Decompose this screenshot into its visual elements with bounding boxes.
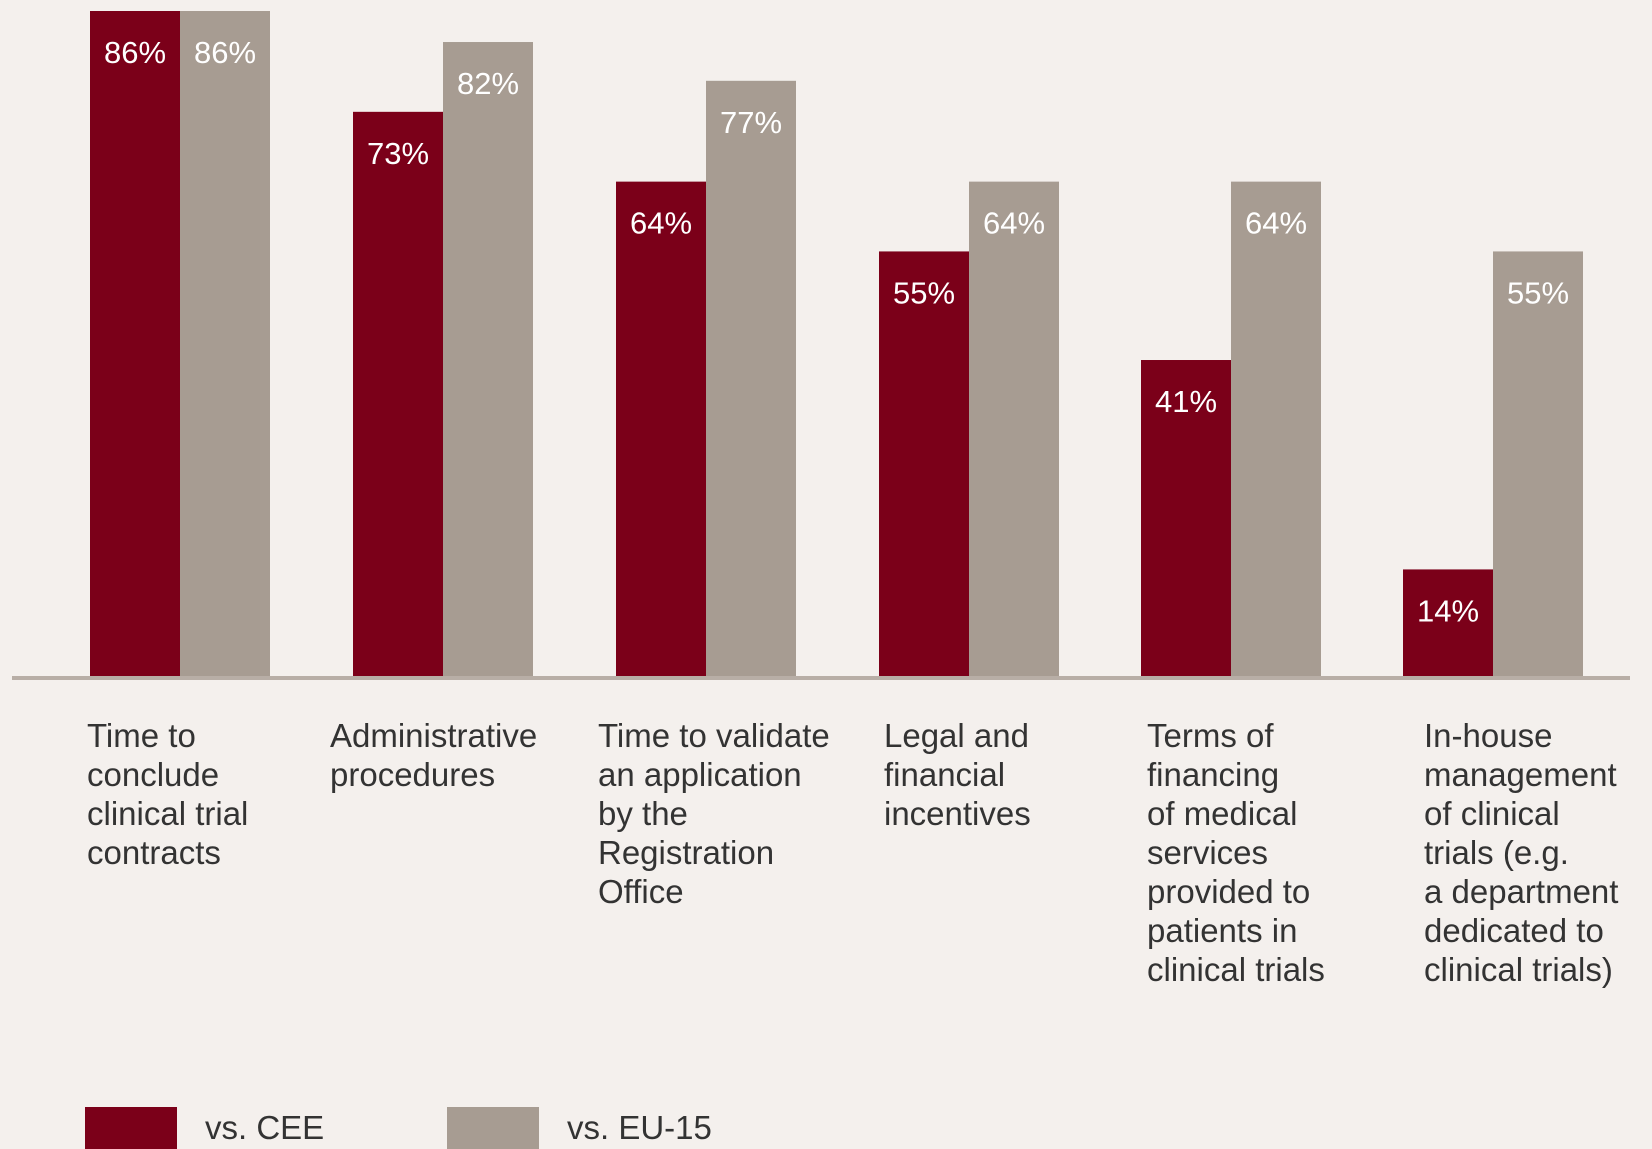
legend-item-eu15: vs. EU-15 <box>447 1107 712 1149</box>
bar-cee-3 <box>879 251 969 678</box>
bar-eu15-5 <box>1493 251 1583 678</box>
category-label-3: Legal and financial incentives <box>884 717 1031 832</box>
category-label-5: In-house management of clinical trials (… <box>1424 717 1619 988</box>
value-label-cee-4: 41% <box>1155 384 1217 419</box>
category-label-2: Time to validate an application by the R… <box>598 717 830 910</box>
legend-label-cee: vs. CEE <box>205 1109 325 1146</box>
value-label-eu15-0: 86% <box>194 35 256 70</box>
bar-cee-4 <box>1141 360 1231 678</box>
bar-eu15-3 <box>969 181 1059 678</box>
category-label-0: Time to conclude clinical trial contract… <box>87 717 249 871</box>
legend-swatch-eu15 <box>447 1107 539 1149</box>
legend-swatch-cee <box>85 1107 177 1149</box>
bar-eu15-1 <box>443 42 533 678</box>
value-label-eu15-2: 77% <box>720 105 782 140</box>
category-label-1: Administrative procedures <box>330 717 538 793</box>
value-label-cee-2: 64% <box>630 206 692 241</box>
category-label-4: Terms of financing of medical services p… <box>1147 717 1325 988</box>
value-label-cee-0: 86% <box>104 35 166 70</box>
value-label-eu15-1: 82% <box>457 66 519 101</box>
bar-eu15-4 <box>1231 181 1321 678</box>
bar-cee-5 <box>1403 569 1493 678</box>
value-label-eu15-4: 64% <box>1245 206 1307 241</box>
value-label-eu15-3: 64% <box>983 206 1045 241</box>
value-label-eu15-5: 55% <box>1507 275 1569 310</box>
bar-eu15-0 <box>180 11 270 678</box>
bar-cee-0 <box>90 11 180 678</box>
value-label-cee-1: 73% <box>367 136 429 171</box>
bar-cee-2 <box>616 181 706 678</box>
value-label-cee-5: 14% <box>1417 593 1479 628</box>
bar-cee-1 <box>353 111 443 679</box>
legend-item-cee: vs. CEE <box>85 1107 324 1149</box>
bar-eu15-2 <box>706 80 796 679</box>
legend-label-eu15: vs. EU-15 <box>567 1109 712 1146</box>
value-label-cee-3: 55% <box>893 275 955 310</box>
